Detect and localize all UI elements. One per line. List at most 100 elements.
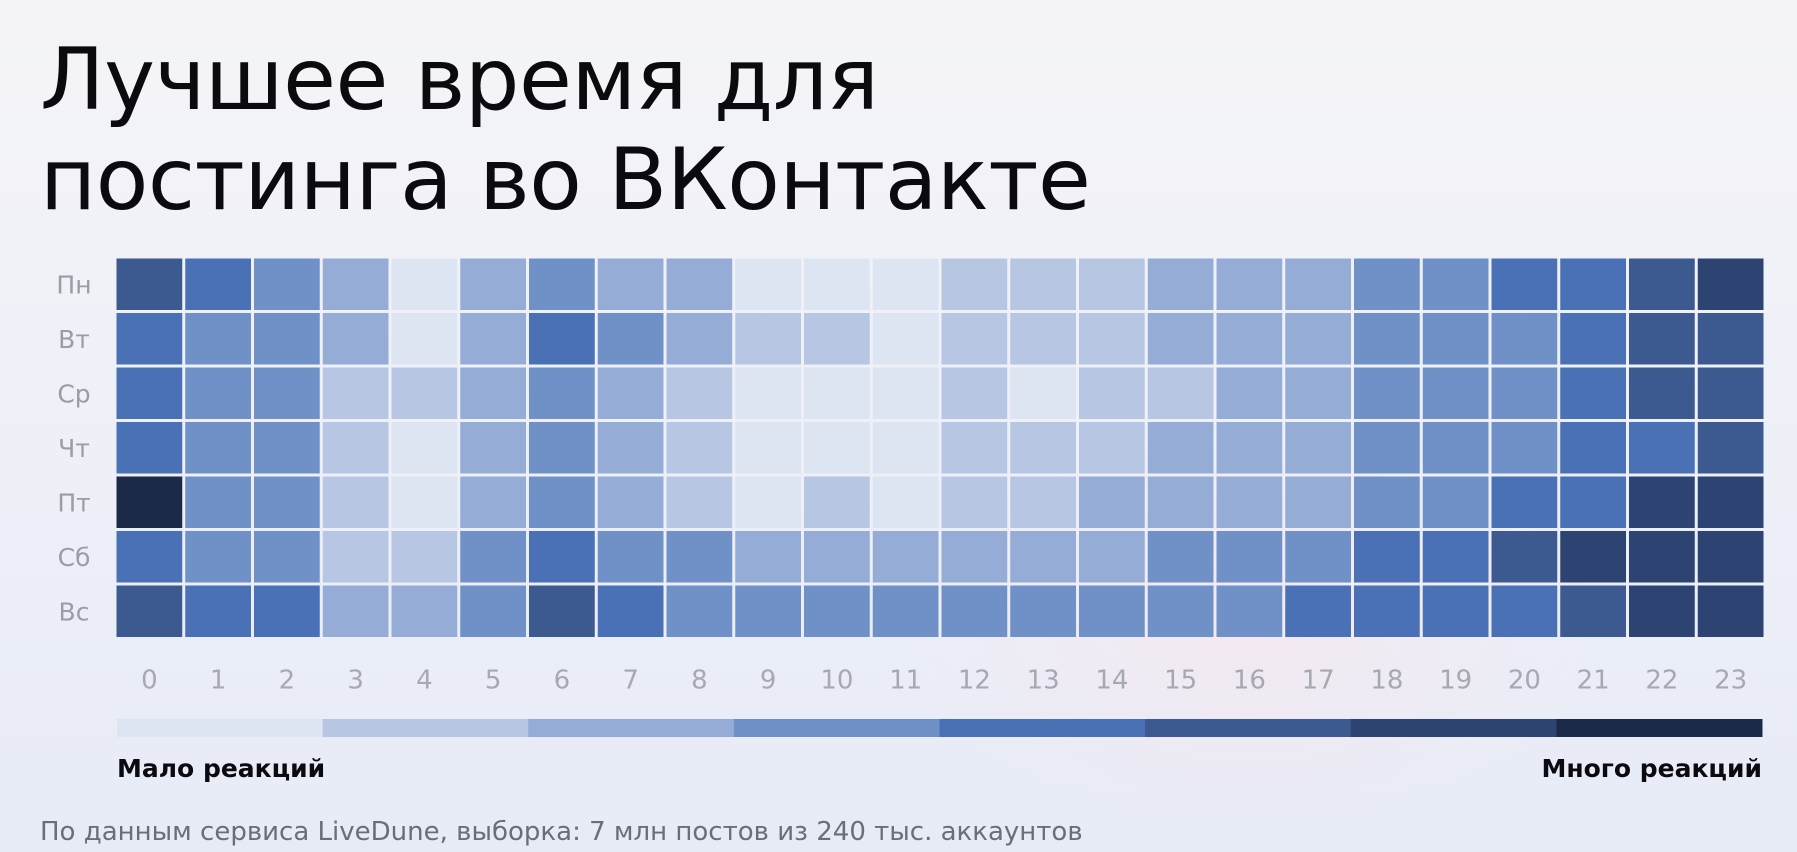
heatmap-cell — [1629, 531, 1695, 583]
heatmap-cell — [1697, 313, 1764, 365]
heatmap-cell — [1216, 258, 1283, 310]
hour-label: 23 — [1714, 666, 1747, 696]
heatmap-cell — [1147, 531, 1214, 583]
legend-segment — [117, 719, 324, 737]
heatmap-cell — [1079, 531, 1145, 583]
heatmap-cell — [1285, 476, 1351, 528]
heatmap-cell — [529, 585, 595, 637]
heatmap-cell — [391, 258, 458, 310]
heatmap-cell — [1354, 367, 1420, 419]
heatmap-cell — [1285, 258, 1351, 310]
heatmap-cell — [872, 313, 939, 365]
heatmap-cell — [391, 531, 458, 583]
heatmap-cell — [1629, 367, 1695, 419]
heatmap-cell — [1147, 422, 1214, 474]
heatmap-cell — [185, 585, 251, 637]
legend-low-label: Мало реакций — [117, 754, 325, 783]
heatmap-cell — [185, 367, 251, 419]
color-scale-legend — [117, 719, 1763, 737]
hour-label: 20 — [1508, 666, 1541, 696]
day-label: Вт — [58, 325, 90, 354]
heatmap-cell — [1422, 258, 1489, 310]
hour-label: 10 — [820, 666, 853, 696]
heatmap-cell — [872, 531, 939, 583]
heatmap-cell — [254, 367, 320, 419]
hour-label: 4 — [416, 666, 433, 696]
heatmap-cell — [1629, 476, 1695, 528]
heatmap-cell — [460, 531, 526, 583]
heatmap-cell — [185, 313, 251, 365]
heatmap-cell — [1147, 258, 1214, 310]
heatmap-cell — [1216, 313, 1283, 365]
heatmap-cell — [391, 367, 458, 419]
heatmap-cell — [666, 258, 733, 310]
heatmap-cell — [804, 476, 870, 528]
heatmap-cell — [1560, 476, 1626, 528]
heatmap-cell — [460, 476, 526, 528]
heatmap-cell — [254, 258, 320, 310]
heatmap-cell — [1285, 313, 1351, 365]
hour-label: 11 — [889, 666, 922, 696]
heatmap-cell — [529, 313, 595, 365]
heatmap-cell — [1079, 313, 1145, 365]
heatmap-cell — [460, 258, 526, 310]
heatmap-cell — [1010, 313, 1076, 365]
heatmap-cell — [1697, 476, 1764, 528]
hour-label: 2 — [279, 666, 296, 696]
hour-label: 0 — [141, 666, 158, 696]
heatmap-cell — [116, 367, 183, 419]
heatmap-cell — [1079, 258, 1145, 310]
heatmap-cell — [391, 313, 458, 365]
heatmap-cell — [1422, 367, 1489, 419]
heatmap-cell — [872, 476, 939, 528]
heatmap-cell — [460, 367, 526, 419]
heatmap-cell — [1216, 531, 1283, 583]
heatmap-cell — [1079, 585, 1145, 637]
heatmap-cell — [529, 258, 595, 310]
heatmap-cell — [597, 367, 664, 419]
heatmap-cell — [254, 476, 320, 528]
heatmap-cell — [804, 422, 870, 474]
heatmap-cell — [1216, 585, 1283, 637]
heatmap-cell — [322, 476, 389, 528]
heatmap-cell — [1354, 585, 1420, 637]
heatmap-cell — [597, 313, 664, 365]
day-label: Вс — [59, 597, 90, 626]
heatmap-cell — [666, 422, 733, 474]
heatmap-cell — [872, 422, 939, 474]
heatmap-cell — [1422, 422, 1489, 474]
heatmap-cell — [1491, 258, 1558, 310]
hour-label: 12 — [958, 666, 991, 696]
hour-label: 14 — [1095, 666, 1128, 696]
heatmap-cell — [666, 476, 733, 528]
heatmap-cell — [941, 585, 1008, 637]
heatmap-cell — [1422, 585, 1489, 637]
heatmap-cell — [1079, 422, 1145, 474]
day-label: Пн — [56, 270, 91, 299]
heatmap-cell — [1560, 367, 1626, 419]
heatmap-cell — [1629, 313, 1695, 365]
heatmap-cell — [1216, 422, 1283, 474]
heatmap-cell — [1010, 476, 1076, 528]
heatmap-cell — [116, 258, 183, 310]
heatmap-cell — [1629, 258, 1695, 310]
heatmap-cell — [1560, 258, 1626, 310]
heatmap-cell — [460, 585, 526, 637]
heatmap-cell — [1422, 476, 1489, 528]
heatmap-cell — [1354, 258, 1420, 310]
heatmap-cell — [1629, 422, 1695, 474]
hour-label: 17 — [1302, 666, 1335, 696]
heatmap-cell — [322, 585, 389, 637]
hour-labels: 0 1 2 3 4 5 6 7 8 9 10 11 12 13 14 15 16 17 18 19 20 21 22 23 — [141, 666, 1747, 696]
heatmap-cell — [460, 422, 526, 474]
day-label: Пт — [57, 488, 90, 517]
heatmap-cell — [1216, 367, 1283, 419]
heatmap-cell — [1216, 476, 1283, 528]
heatmap-cell — [254, 422, 320, 474]
heatmap-cell — [185, 531, 251, 583]
heatmap-cell — [1354, 422, 1420, 474]
legend-segment — [733, 719, 940, 737]
heatmap-cell — [1147, 476, 1214, 528]
heatmap-cell — [1697, 422, 1764, 474]
